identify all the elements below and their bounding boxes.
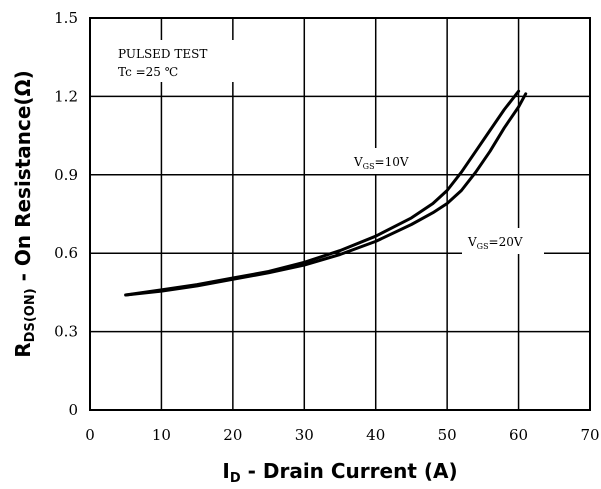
series-label-bg-20v [462,228,544,254]
x-tick-labels: 0 10 20 30 40 50 60 70 [85,426,599,444]
y-tick-label-3: 0.9 [54,166,78,184]
x-tick-label-0: 0 [85,426,95,444]
test-annotation-line2: Tc =25 ℃ [118,65,178,79]
y-tick-label-2: 0.6 [54,244,78,262]
y-tick-label-4: 1.2 [54,87,78,105]
series-label-vgs10: VGS=10V [353,155,409,171]
x-tick-label-6: 60 [509,426,528,444]
x-tick-label-4: 40 [366,426,385,444]
plot-area [90,18,590,410]
annotation-box [112,40,246,82]
y-tick-label-0: 0 [68,401,78,419]
series-label-bg-10v [348,148,430,174]
y-tick-label-1: 0.3 [54,323,78,341]
series-line-1 [124,92,528,297]
test-annotation-line1: PULSED TEST [118,47,207,61]
series-label-vgs20: VGS=20V [467,235,523,251]
x-axis-label: ID - Drain Current (A) [222,459,457,486]
x-tick-label-1: 10 [152,426,171,444]
x-tick-label-2: 20 [223,426,242,444]
x-tick-label-7: 70 [580,426,599,444]
x-tick-label-3: 30 [295,426,314,444]
plot-frame [89,17,591,411]
y-tick-label-5: 1.5 [54,9,78,27]
y-axis-label: RDS(ON) - On Resistance(Ω) [11,70,38,357]
x-tick-label-5: 50 [438,426,457,444]
y-tick-labels: 0 0.3 0.6 0.9 1.2 1.5 [54,9,78,419]
series-group [124,89,528,297]
